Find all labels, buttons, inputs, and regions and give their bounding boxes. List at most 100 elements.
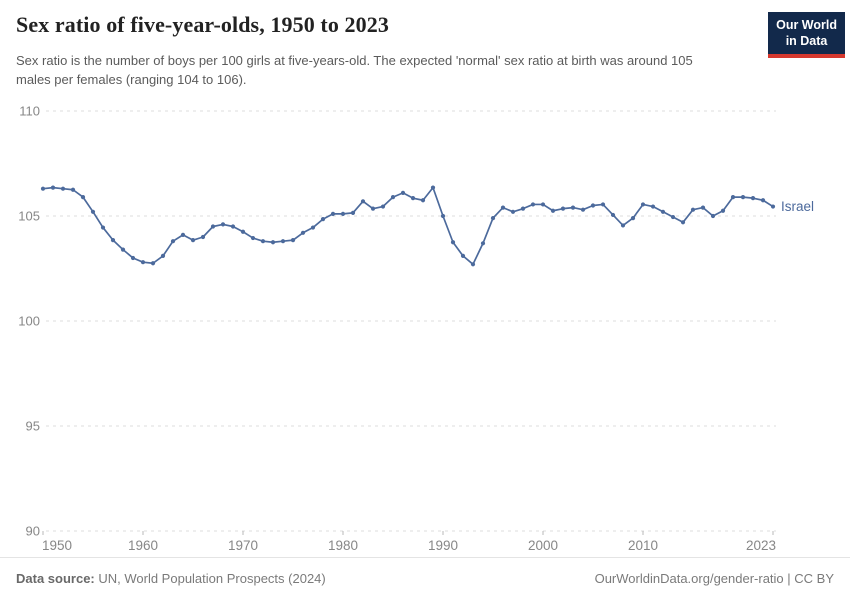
data-point: [330, 211, 336, 216]
data-point: [670, 214, 676, 220]
data-point: [280, 239, 286, 244]
attribution-link[interactable]: OurWorldinData.org/gender-ratio | CC BY: [594, 571, 834, 586]
data-point: [700, 205, 706, 210]
data-point: [140, 260, 146, 265]
data-point: [240, 229, 246, 234]
data-point: [150, 261, 156, 266]
x-axis-label: 1970: [228, 538, 258, 553]
data-point: [620, 223, 626, 228]
data-point: [740, 195, 746, 200]
data-point: [220, 222, 226, 227]
data-point: [560, 206, 566, 211]
data-point: [340, 211, 346, 216]
y-axis-label: 105: [18, 209, 40, 224]
data-point: [730, 195, 736, 200]
x-axis-label: 1980: [328, 538, 358, 553]
data-point: [760, 198, 766, 203]
data-point: [470, 262, 476, 267]
series-end-label: Israel: [781, 199, 814, 214]
data-point: [510, 209, 516, 214]
chart-subtitle: Sex ratio is the number of boys per 100 …: [16, 53, 693, 87]
data-point: [630, 216, 636, 221]
line-chart: 90 95 100 105 110 1950 1960 1970 1980 1990 2000 201…: [18, 104, 814, 554]
owid-logo-line1: Our World: [776, 18, 837, 32]
x-axis-label: 1990: [428, 538, 458, 553]
owid-logo-line2: in Data: [785, 34, 828, 49]
y-axis-label: 110: [19, 104, 40, 119]
data-point: [290, 238, 296, 243]
data-point: [160, 253, 166, 258]
chart-footer: Data source: UN, World Population Prospe…: [0, 557, 850, 600]
data-point: [300, 230, 306, 235]
data-point: [500, 205, 506, 210]
data-point: [430, 185, 436, 190]
data-point: [640, 202, 646, 207]
data-point: [690, 207, 696, 212]
x-axis-label: 2010: [628, 538, 658, 553]
data-point: [380, 204, 386, 209]
data-point: [390, 195, 396, 200]
data-point: [130, 255, 136, 261]
data-point: [650, 204, 656, 209]
data-source: Data source: UN, World Population Prospe…: [16, 571, 326, 586]
data-point: [260, 239, 266, 244]
data-point: [40, 186, 46, 191]
data-point: [180, 232, 186, 237]
data-point: [720, 208, 726, 213]
chart-title: Sex ratio of five-year-olds, 1950 to 202…: [16, 12, 389, 37]
data-point: [580, 207, 586, 212]
data-point: [590, 203, 596, 208]
data-point: [420, 198, 426, 203]
data-point: [370, 206, 376, 211]
data-point: [190, 238, 196, 243]
data-point: [410, 196, 416, 201]
data-point: [210, 224, 216, 229]
data-point: [250, 235, 256, 241]
data-point: [570, 205, 576, 210]
data-point: [60, 186, 66, 191]
data-point: [540, 202, 546, 207]
data-point: [230, 224, 236, 229]
x-axis-label: 1950: [42, 538, 72, 553]
data-point: [100, 225, 106, 230]
data-point: [450, 240, 456, 245]
data-point: [550, 208, 556, 213]
data-source-label: Data source:: [16, 571, 95, 586]
data-point: [350, 210, 356, 215]
data-point: [70, 187, 76, 192]
data-point: [320, 217, 326, 222]
data-point: [440, 213, 446, 219]
data-point: [270, 240, 276, 245]
data-point: [610, 212, 616, 218]
data-point: [80, 195, 86, 200]
data-point: [710, 213, 716, 219]
x-axis-label: 2023: [746, 538, 776, 553]
data-point: [660, 209, 666, 214]
data-point: [400, 190, 406, 195]
data-point: [530, 202, 536, 207]
data-point: [360, 199, 366, 204]
data-point: [600, 202, 606, 207]
data-point: [170, 239, 176, 244]
data-point: [480, 241, 486, 246]
data-point: [50, 185, 56, 190]
owid-logo[interactable]: Our World in Data: [768, 12, 845, 58]
data-point: [680, 220, 686, 225]
x-axis-label: 2000: [528, 538, 558, 553]
x-axis-label: 1960: [128, 538, 158, 553]
y-axis-label: 90: [26, 524, 40, 539]
data-point: [120, 247, 126, 252]
data-point: [310, 225, 316, 230]
data-point: [460, 253, 466, 258]
data-point: [750, 196, 756, 201]
data-point: [770, 204, 776, 209]
y-axis-label: 95: [26, 419, 40, 434]
y-axis-label: 100: [18, 314, 40, 329]
data-source-text: UN, World Population Prospects (2024): [94, 571, 326, 586]
data-point: [490, 216, 496, 221]
data-point: [200, 234, 206, 240]
data-point: [110, 238, 116, 243]
series-line-israel: [42, 186, 774, 266]
data-point: [520, 206, 526, 211]
